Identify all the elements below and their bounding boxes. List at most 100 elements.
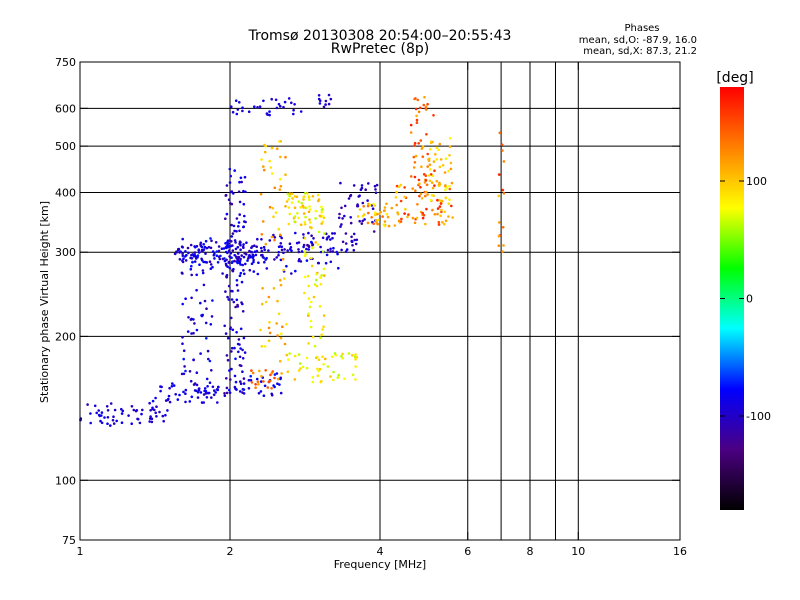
data-point (440, 199, 444, 203)
data-point (355, 238, 359, 242)
data-point (252, 260, 255, 264)
data-point (276, 382, 279, 386)
data-point (195, 328, 199, 332)
data-point (416, 203, 419, 206)
data-point (413, 161, 417, 164)
data-point (438, 142, 442, 146)
data-point (275, 147, 279, 150)
data-point (264, 258, 267, 261)
data-point (433, 213, 437, 216)
data-point (318, 214, 322, 218)
data-point (217, 255, 221, 258)
data-point (195, 371, 199, 375)
data-point (413, 175, 417, 179)
data-point (305, 247, 308, 251)
data-point (445, 186, 449, 189)
data-point (307, 210, 311, 214)
data-point (242, 382, 246, 385)
data-point (415, 114, 418, 118)
data-point (130, 422, 133, 426)
data-point (417, 142, 421, 145)
data-point (211, 265, 214, 269)
data-point (184, 259, 188, 262)
data-point (162, 419, 165, 423)
data-point (302, 198, 305, 201)
data-point (195, 273, 198, 277)
data-point (308, 218, 311, 221)
data-point (419, 106, 422, 110)
data-point (262, 168, 266, 172)
data-point (413, 144, 416, 147)
data-point (278, 140, 281, 143)
data-point (501, 250, 504, 253)
data-point (322, 325, 325, 329)
data-point (135, 409, 139, 412)
data-point (228, 369, 231, 372)
data-point (415, 121, 419, 124)
data-point (246, 259, 249, 262)
data-point (247, 110, 251, 113)
data-point (332, 370, 335, 374)
data-point (233, 374, 237, 378)
data-point (425, 190, 428, 194)
data-point (419, 185, 422, 189)
data-point (268, 239, 272, 242)
data-point (215, 254, 219, 257)
data-point (394, 196, 398, 199)
data-point (238, 274, 242, 278)
data-point (192, 358, 195, 362)
data-point (316, 367, 319, 371)
data-point (236, 245, 240, 249)
data-point (305, 366, 309, 370)
data-point (317, 94, 321, 97)
data-point (291, 197, 294, 200)
data-point (225, 377, 228, 380)
data-point (360, 184, 364, 187)
data-point (279, 105, 282, 108)
data-point (120, 421, 124, 425)
data-point (432, 160, 436, 163)
data-point (313, 283, 317, 286)
data-point (294, 269, 297, 273)
data-point (239, 271, 243, 275)
data-point (112, 415, 115, 419)
data-point (302, 212, 306, 215)
data-point (236, 289, 240, 292)
data-point (309, 319, 313, 323)
data-point (354, 353, 357, 356)
data-point (264, 369, 268, 372)
data-point (138, 421, 142, 425)
data-point (501, 149, 504, 152)
data-point (351, 354, 354, 357)
data-point (254, 253, 258, 257)
data-point (240, 254, 243, 257)
data-point (314, 241, 318, 244)
data-point (120, 407, 123, 411)
data-point (289, 247, 292, 251)
data-point (174, 393, 177, 396)
data-point (279, 242, 283, 245)
x-tick-label: 1 (77, 545, 84, 558)
data-point (497, 173, 501, 176)
data-point (382, 223, 386, 226)
data-point (214, 241, 218, 244)
data-point (288, 194, 291, 198)
data-point (299, 110, 303, 113)
data-point (321, 328, 324, 331)
data-point (448, 187, 452, 191)
data-point (241, 391, 244, 394)
data-point (168, 386, 171, 390)
data-point (247, 378, 251, 382)
data-point (242, 336, 246, 340)
data-point (447, 215, 450, 218)
data-point (106, 422, 109, 426)
data-point (293, 215, 297, 218)
data-point (193, 322, 196, 325)
data-point (317, 97, 321, 101)
data-point (242, 377, 246, 380)
data-point (178, 393, 181, 397)
data-point (154, 411, 157, 415)
data-point (332, 246, 335, 250)
data-point (239, 176, 243, 180)
